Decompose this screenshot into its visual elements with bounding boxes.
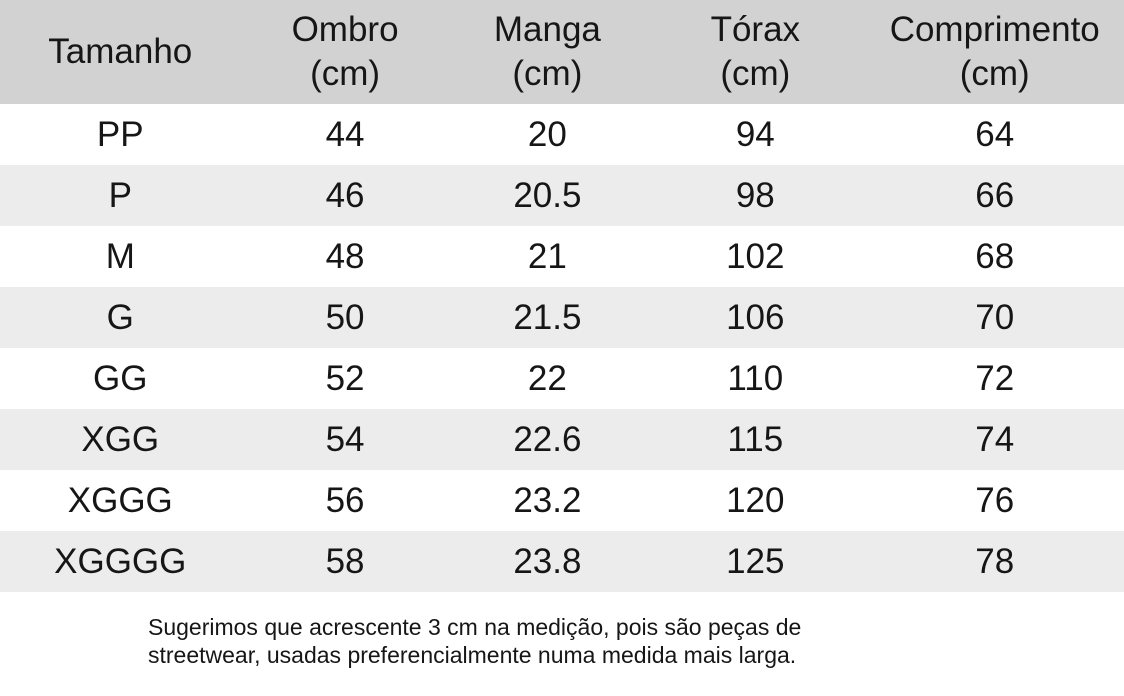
header-tamanho-label: Tamanho <box>48 32 193 71</box>
measurement-note: Sugerimos que acrescente 3 cm na medição… <box>148 613 1124 669</box>
header-manga-label: Manga <box>493 10 601 49</box>
table-row-g: G 50 21.5 106 70 <box>0 287 1124 348</box>
header-ombro-unit: (cm) <box>310 54 381 93</box>
cell-torax: 115 <box>727 419 784 459</box>
table-row-xgg: XGG 54 22.6 115 74 <box>0 409 1124 470</box>
cell-ombro: 58 <box>325 541 365 581</box>
table-row-xggg: XGGG 56 23.2 120 76 <box>0 470 1124 531</box>
cell-torax: 102 <box>726 236 785 276</box>
cell-torax: 98 <box>735 175 775 215</box>
cell-manga: 21 <box>527 236 567 276</box>
header-ombro-label: Ombro <box>291 10 399 49</box>
header-comprimento-unit: (cm) <box>959 54 1030 93</box>
header-tamanho: Tamanho <box>0 0 241 104</box>
cell-comprimento: 66 <box>975 175 1015 215</box>
header-comprimento-label: Comprimento <box>889 10 1100 49</box>
cell-torax: 125 <box>726 541 785 581</box>
cell-ombro: 48 <box>325 236 365 276</box>
table-row-p: P 46 20.5 98 66 <box>0 165 1124 226</box>
cell-size: PP <box>96 114 144 154</box>
measurement-note-line-1: Sugerimos que acrescente 3 cm na medição… <box>148 614 802 640</box>
cell-torax: 94 <box>735 114 775 154</box>
header-row: Tamanho Ombro (cm) Manga (cm) Tórax (cm)… <box>0 0 1124 104</box>
size-chart-header: Tamanho Ombro (cm) Manga (cm) Tórax (cm)… <box>0 0 1124 104</box>
cell-ombro: 46 <box>325 175 365 215</box>
cell-size: XGGG <box>67 480 173 520</box>
cell-size: XGG <box>81 419 160 459</box>
cell-comprimento: 78 <box>975 541 1015 581</box>
header-manga: Manga (cm) <box>449 0 646 104</box>
cell-manga: 20 <box>527 114 567 154</box>
table-row-m: M 48 21 102 68 <box>0 226 1124 287</box>
cell-comprimento: 70 <box>975 297 1015 337</box>
header-torax-unit: (cm) <box>720 54 791 93</box>
cell-comprimento: 74 <box>975 419 1015 459</box>
header-torax: Tórax (cm) <box>645 0 866 104</box>
cell-size: M <box>105 236 135 276</box>
header-torax-label: Tórax <box>710 10 801 49</box>
header-manga-unit: (cm) <box>512 54 583 93</box>
table-row-gg: GG 52 22 110 72 <box>0 348 1124 409</box>
cell-comprimento: 76 <box>975 480 1015 520</box>
cell-torax: 110 <box>727 358 784 398</box>
cell-ombro: 44 <box>325 114 365 154</box>
table-row-xgggg: XGGGG 58 23.8 125 78 <box>0 531 1124 592</box>
table-row-pp: PP 44 20 94 64 <box>0 104 1124 165</box>
cell-ombro: 54 <box>325 419 365 459</box>
cell-manga: 22 <box>527 358 567 398</box>
cell-size: G <box>106 297 134 337</box>
cell-comprimento: 68 <box>975 236 1015 276</box>
size-chart-body: PP 44 20 94 64 P 46 20.5 98 66 M 48 21 1… <box>0 104 1124 592</box>
cell-manga: 23.8 <box>513 541 582 581</box>
cell-ombro: 56 <box>325 480 365 520</box>
cell-size: P <box>108 175 132 215</box>
header-comprimento: Comprimento (cm) <box>865 0 1124 104</box>
cell-comprimento: 64 <box>975 114 1015 154</box>
cell-manga: 21.5 <box>513 297 582 337</box>
cell-comprimento: 72 <box>975 358 1015 398</box>
cell-ombro: 52 <box>325 358 365 398</box>
size-chart-table: Tamanho Ombro (cm) Manga (cm) Tórax (cm)… <box>0 0 1124 592</box>
cell-manga: 23.2 <box>513 480 582 520</box>
cell-ombro: 50 <box>325 297 365 337</box>
measurement-note-line-2: streetwear, usadas preferencialmente num… <box>148 642 797 668</box>
cell-size: XGGGG <box>54 541 187 581</box>
cell-size: GG <box>93 358 148 398</box>
cell-torax: 106 <box>726 297 785 337</box>
cell-manga: 20.5 <box>513 175 582 215</box>
cell-manga: 22.6 <box>513 419 582 459</box>
cell-torax: 120 <box>726 480 785 520</box>
header-ombro: Ombro (cm) <box>240 0 450 104</box>
